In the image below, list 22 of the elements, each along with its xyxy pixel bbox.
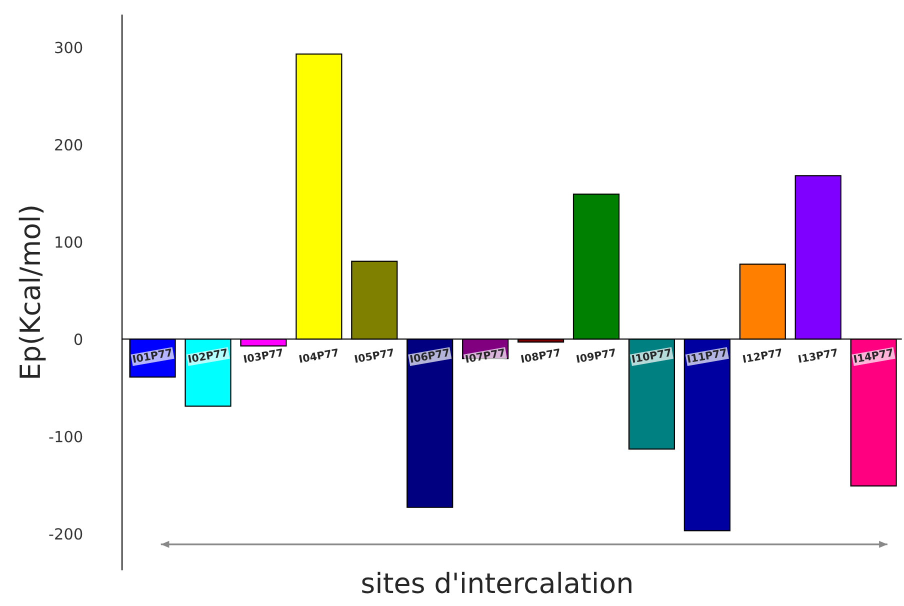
- x-tick-label: I04P77: [299, 348, 339, 363]
- x-tick-label: I11P77: [687, 348, 727, 363]
- x-tick-label: I06P77: [410, 348, 450, 363]
- x-tick-label: I03P77: [244, 348, 284, 363]
- x-tick-label: I08P77: [520, 348, 560, 363]
- y-tick-label: 200: [55, 138, 82, 151]
- x-tick-label: I05P77: [354, 348, 394, 363]
- x-tick-label: I01P77: [132, 348, 172, 363]
- x-tick-label: I07P77: [465, 348, 505, 363]
- x-tick-label: I09P77: [576, 348, 616, 363]
- x-tick-label: I10P77: [632, 348, 672, 363]
- y-tick-label: -100: [49, 430, 82, 442]
- y-tick-label: 100: [56, 236, 82, 248]
- x-tick-label: I02P77: [188, 348, 228, 363]
- x-tick-label: I14P77: [854, 348, 894, 363]
- x-axis-title: sites d'intercalation: [362, 572, 632, 594]
- y-tick-label: 300: [55, 42, 82, 54]
- y-tick-label: 0: [74, 334, 82, 346]
- x-tick-label: I12P77: [742, 348, 782, 363]
- x-tick-label: I13P77: [798, 348, 838, 363]
- y-tick-label: -200: [49, 528, 82, 540]
- y-axis-title: Ep(Kcal/mol): [18, 206, 46, 378]
